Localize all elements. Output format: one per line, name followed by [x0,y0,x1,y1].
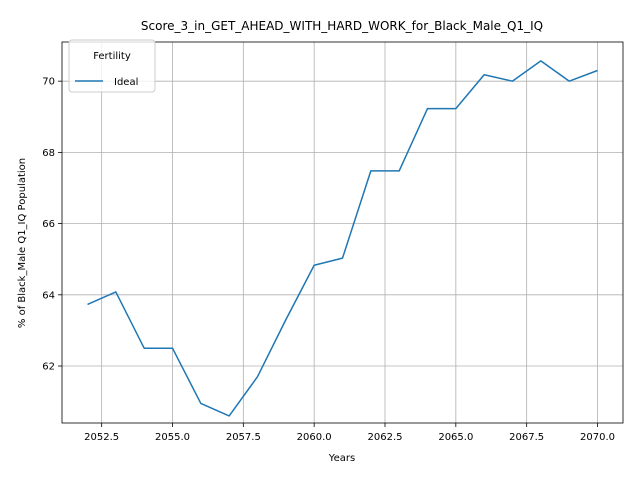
y-tick-label: 70 [42,77,55,88]
x-tick-label: 2065.0 [438,432,473,443]
x-tick-label: 2055.0 [155,432,190,443]
x-tick-label: 2070.0 [580,432,615,443]
x-tick-label: 2057.5 [226,432,261,443]
plot-frame [61,41,624,424]
legend-label-ideal: Ideal [114,77,138,88]
series-layer [87,60,598,417]
x-axis-label: Years [328,453,355,464]
x-axis: 2052.5 2055.0 2057.5 2060.0 2062.5 2065.0 2067… [84,423,615,443]
y-tick-label: 66 [42,219,55,230]
x-tick-label: 2060.0 [297,432,332,443]
legend: Fertility Ideal [68,39,156,93]
y-tick-label: 62 [42,362,55,373]
x-tick-label: 2062.5 [368,432,403,443]
legend-box [68,39,156,93]
legend-title: Fertility [93,51,131,62]
grid [62,42,623,423]
y-tick-label: 68 [42,148,55,159]
chart-title: Score_3_in_GET_AHEAD_WITH_HARD_WORK_for_… [141,19,543,33]
series-line-ideal [87,60,598,417]
x-tick-label: 2052.5 [84,432,119,443]
x-tick-label: 2067.5 [509,432,544,443]
y-tick-label: 64 [42,290,55,301]
y-axis: 62 64 66 68 70 [42,77,62,373]
y-axis-label: % of Black_Male Q1_IQ Population [17,158,28,328]
